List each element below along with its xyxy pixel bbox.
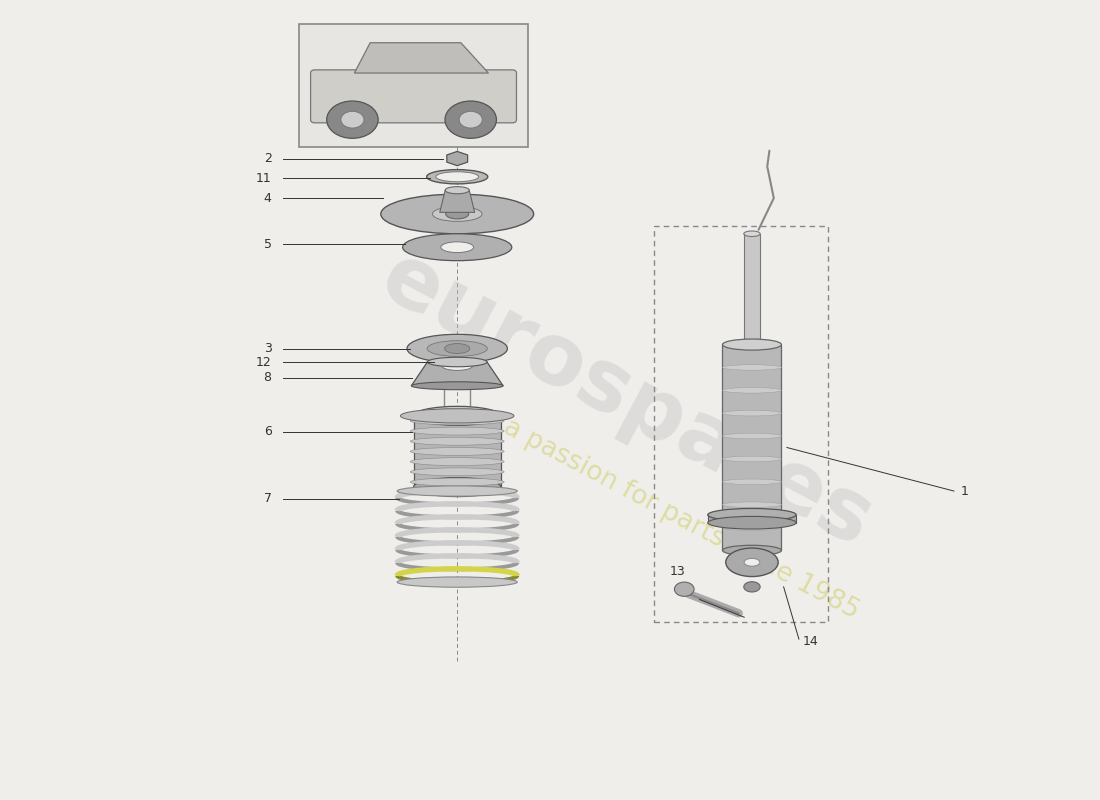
Ellipse shape bbox=[397, 486, 517, 496]
Polygon shape bbox=[447, 151, 468, 166]
Ellipse shape bbox=[428, 358, 487, 366]
Polygon shape bbox=[411, 362, 503, 386]
Text: eurospares: eurospares bbox=[366, 235, 887, 565]
Ellipse shape bbox=[410, 417, 504, 425]
Ellipse shape bbox=[410, 447, 504, 455]
Ellipse shape bbox=[723, 387, 781, 393]
Polygon shape bbox=[354, 42, 488, 73]
Bar bbox=[653, 226, 828, 622]
Ellipse shape bbox=[436, 360, 478, 372]
Ellipse shape bbox=[723, 525, 781, 530]
Ellipse shape bbox=[723, 339, 781, 350]
Text: 12: 12 bbox=[256, 355, 272, 369]
Ellipse shape bbox=[723, 548, 781, 553]
Ellipse shape bbox=[442, 362, 473, 370]
Ellipse shape bbox=[723, 410, 781, 416]
Ellipse shape bbox=[707, 509, 796, 521]
Ellipse shape bbox=[407, 334, 507, 362]
Ellipse shape bbox=[397, 577, 517, 587]
Circle shape bbox=[327, 101, 378, 138]
Ellipse shape bbox=[744, 231, 760, 237]
Ellipse shape bbox=[744, 558, 760, 566]
Ellipse shape bbox=[411, 382, 503, 390]
Ellipse shape bbox=[410, 478, 504, 486]
Polygon shape bbox=[707, 514, 796, 522]
Ellipse shape bbox=[403, 234, 512, 261]
Text: 3: 3 bbox=[264, 342, 272, 355]
Ellipse shape bbox=[410, 458, 504, 466]
Ellipse shape bbox=[410, 427, 504, 435]
Ellipse shape bbox=[414, 478, 501, 497]
Text: 13: 13 bbox=[670, 566, 685, 578]
Ellipse shape bbox=[441, 242, 474, 253]
Ellipse shape bbox=[723, 546, 781, 555]
Ellipse shape bbox=[414, 406, 501, 426]
Polygon shape bbox=[440, 190, 475, 212]
Ellipse shape bbox=[381, 194, 534, 234]
Ellipse shape bbox=[444, 343, 470, 354]
Bar bbox=[299, 24, 528, 146]
Text: 11: 11 bbox=[256, 172, 272, 185]
Ellipse shape bbox=[436, 172, 478, 182]
Text: 6: 6 bbox=[264, 425, 272, 438]
Ellipse shape bbox=[446, 186, 470, 194]
Text: 5: 5 bbox=[264, 238, 272, 250]
Ellipse shape bbox=[427, 341, 487, 356]
Ellipse shape bbox=[427, 170, 487, 184]
Ellipse shape bbox=[723, 502, 781, 507]
Text: 14: 14 bbox=[802, 635, 818, 648]
FancyBboxPatch shape bbox=[310, 70, 517, 123]
Ellipse shape bbox=[726, 548, 778, 577]
Ellipse shape bbox=[410, 468, 504, 476]
Circle shape bbox=[446, 101, 496, 138]
Ellipse shape bbox=[723, 342, 781, 347]
Ellipse shape bbox=[723, 456, 781, 462]
Ellipse shape bbox=[707, 516, 796, 529]
Bar bbox=[745, 550, 759, 570]
Ellipse shape bbox=[446, 209, 469, 219]
Ellipse shape bbox=[744, 582, 760, 592]
Ellipse shape bbox=[723, 434, 781, 439]
Circle shape bbox=[674, 582, 694, 596]
Circle shape bbox=[341, 111, 364, 128]
Ellipse shape bbox=[410, 438, 504, 446]
Text: 7: 7 bbox=[264, 493, 272, 506]
Text: 1: 1 bbox=[960, 485, 968, 498]
Ellipse shape bbox=[723, 479, 781, 485]
Text: 2: 2 bbox=[264, 152, 272, 165]
Ellipse shape bbox=[723, 365, 781, 370]
Ellipse shape bbox=[432, 206, 482, 222]
Text: 8: 8 bbox=[264, 371, 272, 384]
Bar bbox=[744, 234, 760, 345]
Text: a passion for parts since 1985: a passion for parts since 1985 bbox=[498, 414, 864, 624]
Ellipse shape bbox=[400, 409, 514, 423]
Polygon shape bbox=[414, 416, 501, 487]
Circle shape bbox=[459, 111, 482, 128]
Bar bbox=[723, 345, 781, 550]
Text: 4: 4 bbox=[264, 192, 272, 205]
